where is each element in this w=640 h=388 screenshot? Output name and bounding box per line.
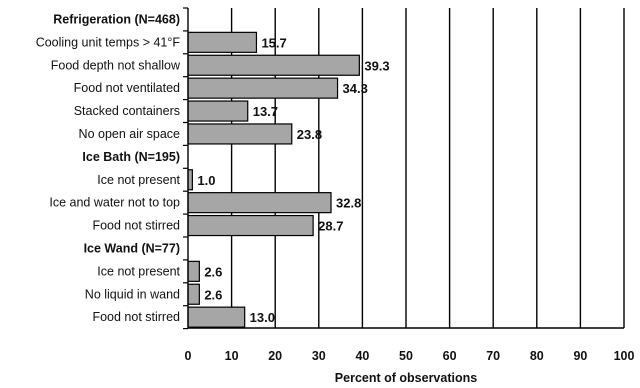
data-label: 23.8 [297,127,322,142]
x-tick-label: 70 [486,349,500,363]
category-label: Food depth not shallow [51,58,181,72]
x-tick-label: 0 [185,349,192,363]
x-tick-label: 40 [355,349,369,363]
bar [187,100,249,122]
bar [187,283,200,305]
category-label: Ice and water not to top [49,196,180,210]
bar [187,77,339,99]
x-tick-label: 80 [530,349,544,363]
category-label: Stacked containers [74,104,180,118]
bar [187,260,200,282]
data-label: 13.7 [253,104,278,119]
axis-layer: 0 10 20 30 40 50 60 70 80 90 100 [183,7,635,363]
x-tick-label: 20 [268,349,282,363]
x-tick-label: 100 [614,349,635,363]
category-label: No liquid in wand [85,287,180,301]
data-label: 32.8 [336,196,361,211]
x-tick-label: 90 [573,349,587,363]
bar [187,306,246,328]
category-label: Cooling unit temps > 41°F [36,35,181,49]
data-label: 34.3 [343,81,368,96]
category-label: Food not stirred [92,310,180,324]
x-axis-title: Percent of observations [335,371,477,385]
group-label: Ice Bath (N=195) [82,150,180,164]
group-label: Refrigeration (N=468) [53,12,180,26]
x-tick-label: 30 [312,349,326,363]
label-layer: Refrigeration (N=468) Cooling unit temps … [36,12,390,325]
bar-layer [187,31,360,328]
group-label: Ice Wand (N=77) [84,241,180,255]
category-label: Food not stirred [92,219,180,233]
bar [187,123,293,145]
bar [187,54,360,76]
data-label: 13.0 [250,310,275,325]
category-label: Food not ventilated [74,81,180,95]
category-label: Ice not present [97,173,180,187]
data-label: 28.7 [318,219,343,234]
category-label: Ice not present [97,264,180,278]
bar [187,31,258,53]
bar [187,214,314,237]
category-label: No open air space [79,127,181,141]
data-label: 1.0 [197,173,215,188]
x-tick-label: 60 [443,349,457,363]
bar [187,192,332,214]
data-label: 15.7 [261,35,286,50]
x-tick-label: 50 [399,349,413,363]
data-label: 2.6 [204,264,222,279]
x-tick-label: 10 [225,349,239,363]
data-label: 39.3 [364,58,389,73]
data-label: 2.6 [204,287,222,302]
